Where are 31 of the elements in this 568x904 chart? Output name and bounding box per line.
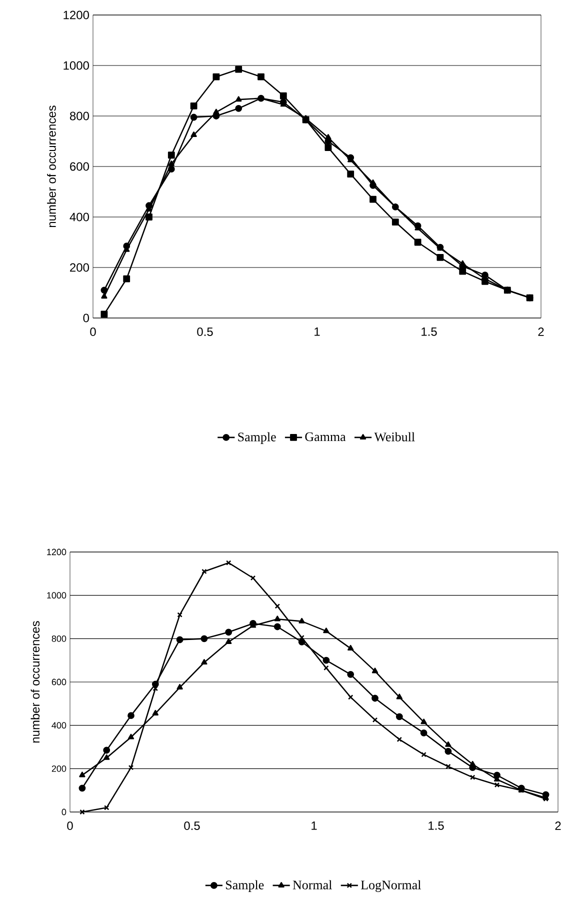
y-tick-label: 800	[52, 635, 66, 642]
x-tick-label: 0.5	[184, 822, 200, 830]
y-tick-label: 200	[52, 765, 66, 772]
y-tick-label: 0	[83, 314, 90, 322]
x-tick-label: 2	[538, 328, 544, 336]
legend-label: Sample	[238, 432, 276, 444]
legend-label: Gamma	[305, 432, 346, 442]
y-tick-label: 1000	[64, 61, 89, 70]
x-tick-label: 1	[314, 328, 320, 336]
y-tick-label: 1000	[47, 592, 66, 599]
x-tick-label: 1.5	[422, 328, 437, 336]
x-tick-label: 2	[555, 822, 561, 830]
y-tick-label: 1200	[47, 548, 66, 556]
y-tick-label: 400	[52, 722, 66, 729]
y-tick-label: 0	[62, 808, 66, 816]
y-axis-title: number of occurrences	[47, 106, 56, 228]
legend-label: Weibull	[374, 432, 415, 442]
x-tick-label: 0	[90, 328, 96, 336]
y-tick-label: 800	[70, 112, 89, 120]
y-tick-label: 200	[70, 263, 89, 272]
y-tick-label: 600	[52, 678, 66, 686]
y-tick-label: 600	[70, 162, 89, 171]
y-tick-label: 400	[70, 212, 89, 222]
x-tick-label: 1	[312, 822, 317, 830]
y-axis-title: number of occurrences	[30, 621, 40, 743]
legend-label: Normal	[292, 880, 332, 890]
y-tick-label: 1200	[64, 10, 89, 20]
legend-label: Sample	[226, 880, 264, 892]
x-tick-label: 1.5	[428, 822, 444, 830]
x-tick-label: 0.5	[197, 328, 213, 336]
legend-label: LogNormal	[360, 880, 421, 892]
